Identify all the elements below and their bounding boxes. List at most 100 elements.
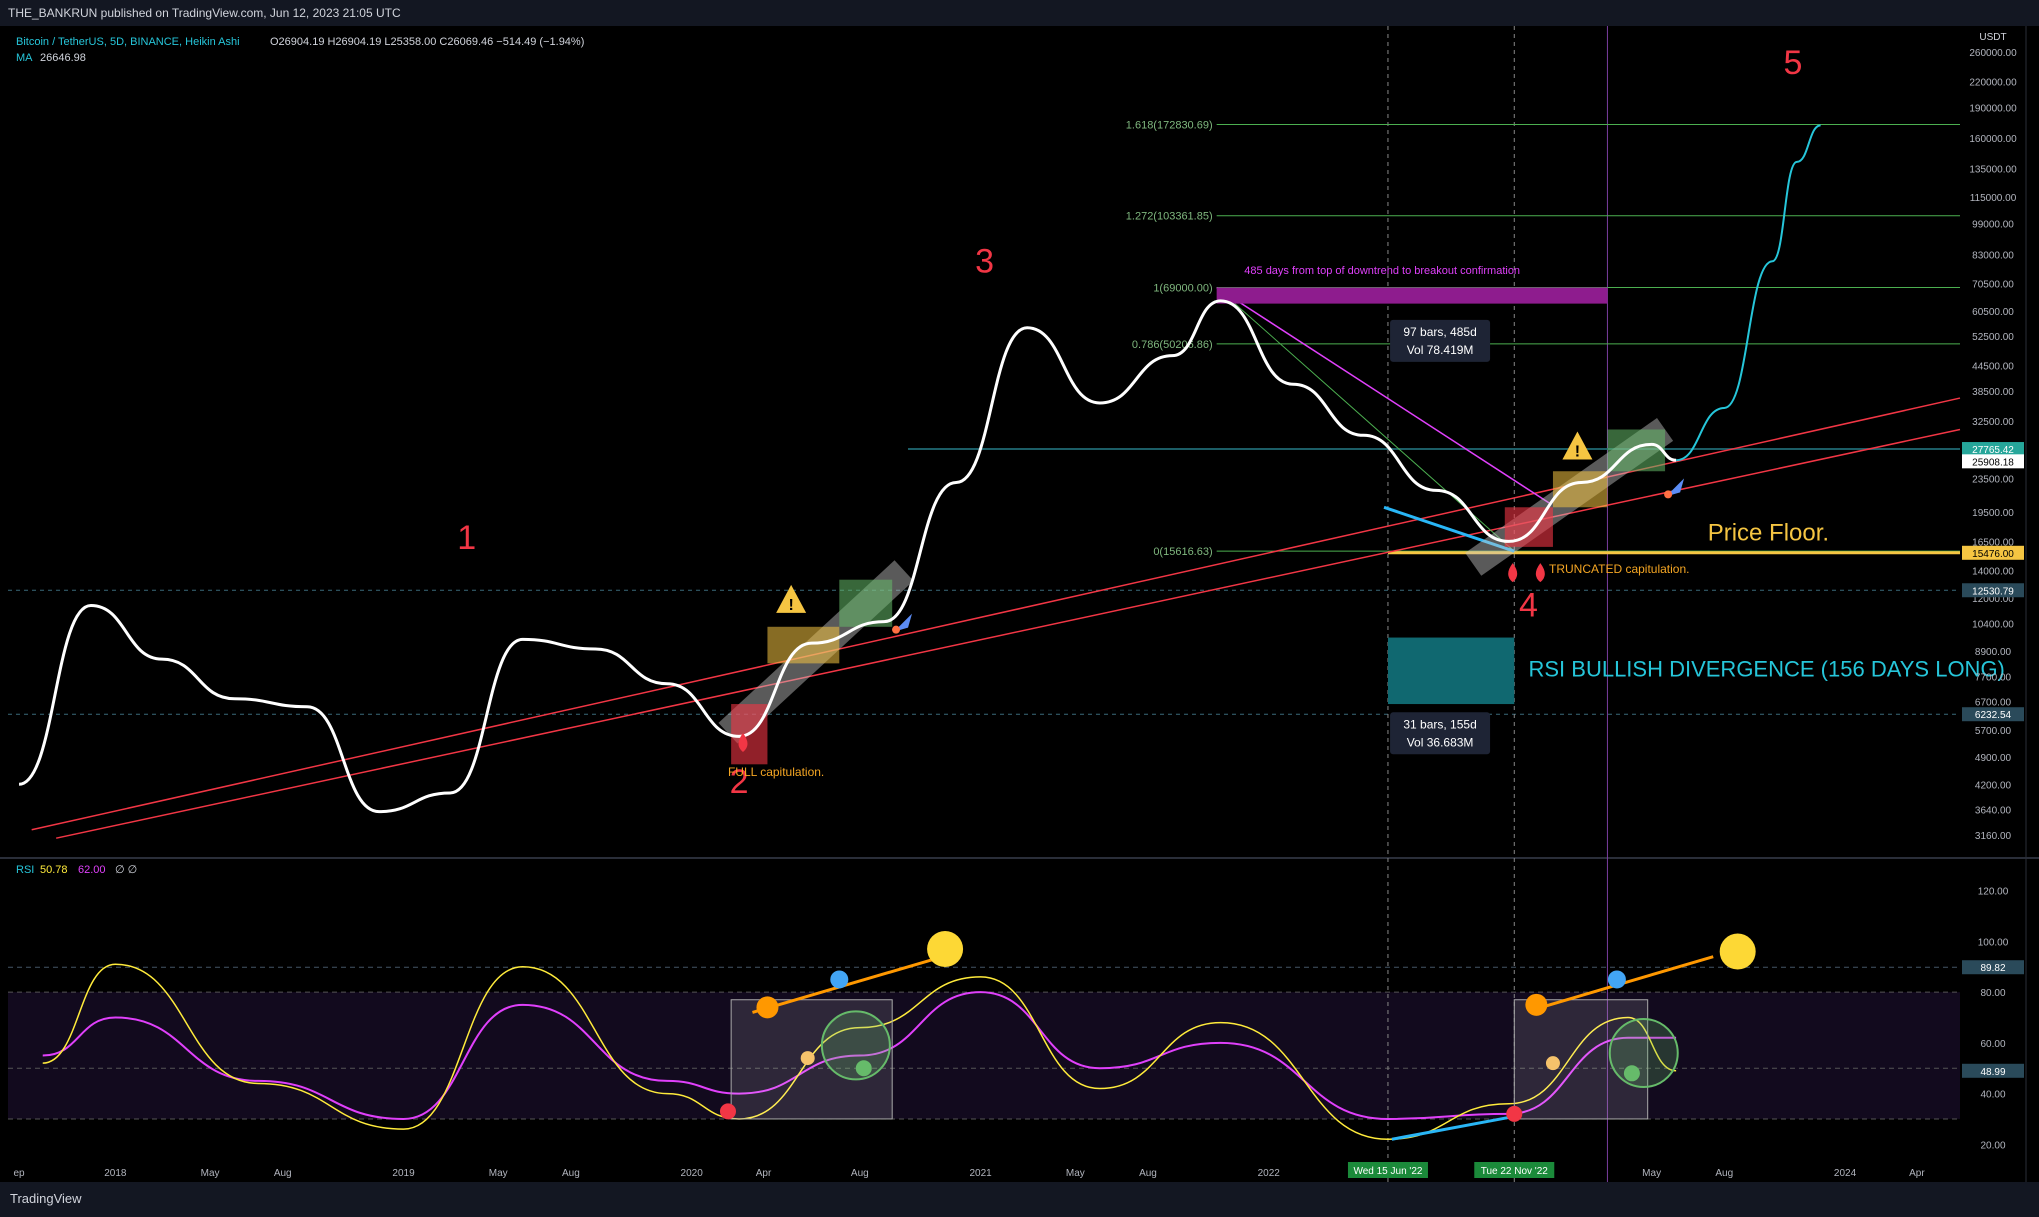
blood-drop-icon [1535,563,1545,583]
price-tick-label: 99000.00 [1972,219,2014,230]
tradingview-logo[interactable]: TradingView [10,1191,82,1206]
price-tag-label: 15476.00 [1972,549,2014,560]
range-info-box-2-bg [1390,712,1491,755]
blood-drop-icon [1508,563,1518,583]
price-tag-bg [1962,442,2024,457]
rsi-marker-dot [1623,1065,1640,1082]
rsi-tag-label: 48.99 [1980,1067,2005,1078]
publisher-bar: THE_BANKRUN published on TradingView.com… [0,0,2039,26]
price-tag-bg [1962,583,2024,598]
rsi-tag-bg [1962,1063,2024,1078]
chart-area[interactable]: 1.618(172830.69) 1.272(103361.85) 1(69000.… [0,26,2039,1182]
ma-legend-label[interactable]: MA [16,52,33,64]
price-tick-label: 260000.00 [1969,48,2017,59]
price-series-line [18,299,1677,814]
time-tick-label: 2021 [969,1168,992,1179]
time-tick-label: 2018 [104,1168,127,1179]
rsi-trend-line [752,950,961,1014]
price-floor-label: Price Floor. [1708,519,1829,546]
truncated-capitulation-label: TRUNCATED capitulation. [1549,562,1689,576]
projection-series-line [1675,124,1821,462]
wave-label: 4 [1519,587,1538,625]
wave-label: 5 [1783,44,1802,82]
price-tick-label: 60500.00 [1972,307,2014,318]
warning-icon [1562,431,1593,460]
rsi-extra-legend: ∅ ∅ [115,864,137,876]
price-tick-label: 10400.00 [1972,619,2014,630]
rsi-marker-dot [1545,1056,1560,1071]
rsi-tag-label: 89.82 [1980,963,2005,974]
price-tick-label: 19500.00 [1972,508,2014,519]
range-info-box-bg [1390,319,1491,362]
trend-line-lower [55,428,1961,839]
time-tick-label: 2024 [1834,1168,1857,1179]
price-tick-label: 23500.00 [1972,475,2014,486]
price-tick-label: 6700.00 [1975,697,2012,708]
rsi-series-line [42,963,1677,1140]
date-highlight-label: Tue 22 Nov '22 [1481,1166,1549,1177]
time-tick-label: 2022 [1258,1168,1281,1179]
fib-level-label: 0(15616.63) [1153,546,1212,558]
time-tick-label: 2020 [681,1168,704,1179]
time-tick-label: May [489,1168,508,1179]
divergence-range-box [1387,637,1515,705]
time-tick-label: Aug [851,1168,869,1179]
duration-note-label: 485 days from top of downtrend to breako… [1244,265,1520,277]
rsi-marker-dot [719,1103,736,1120]
price-tick-label: 3160.00 [1975,831,2012,842]
fib-level-label: 1.618(172830.69) [1126,119,1213,131]
price-tick-label: 5700.00 [1975,726,2012,737]
time-tick-label: May [1066,1168,1085,1179]
rocket-flame [1664,490,1673,499]
time-tick-label: 2019 [392,1168,415,1179]
wave-label: 3 [975,243,994,281]
price-tick-label: 8900.00 [1975,647,2012,658]
warning-icon [776,584,807,613]
price-tick-label: 52500.00 [1972,332,2014,343]
wave-label: 1 [457,519,476,557]
rsi-ma-series-line [42,991,1677,1120]
date-highlight-bg [1347,1162,1428,1178]
footer-bar: TradingView [0,1182,2039,1217]
blood-drop-icon [738,732,748,752]
price-tick-label: 4900.00 [1975,753,2012,764]
price-tick-label: 3640.00 [1975,806,2012,817]
rsi-divergence-label: RSI BULLISH DIVERGENCE (156 DAYS LONG) [1528,657,2004,682]
price-tag-label: 25908.18 [1972,457,2014,468]
fib-level-label: 0.786(50206.86) [1132,339,1213,351]
rsi-band [8,992,1960,1119]
fib-level-label: 1(69000.00) [1153,282,1212,294]
rsi-highlight-box [1513,999,1649,1120]
downtrend-line [1216,286,1550,504]
wave-label: 2 [730,763,749,801]
rsi-marker-dot [1719,933,1756,970]
range-info-box-line2: Vol 78.419M [1407,343,1474,357]
rsi-tick-label: 40.00 [1980,1090,2005,1101]
range-info-box-2-line2: Vol 36.683M [1407,735,1474,749]
warning-icon-mark: ! [1575,444,1580,461]
price-tick-label: 70500.00 [1972,280,2014,291]
price-tick-label: 44500.00 [1972,361,2014,372]
time-tick-label: ep [13,1168,25,1179]
time-tick-label: Aug [1715,1168,1733,1179]
rsi-marker-dot [1607,970,1626,989]
price-tick-label: 4200.00 [1975,780,2012,791]
price-tick-label: 38500.00 [1972,387,2014,398]
rsi-tag-bg [1962,960,2024,975]
price-tag-label: 12530.79 [1972,586,2014,597]
price-tag-label: 6232.54 [1975,710,2012,721]
symbol-legend[interactable]: Bitcoin / TetherUS, 5D, BINANCE, Heikin … [16,36,240,48]
rsi-tick-label: 100.00 [1978,937,2009,948]
rsi-divergence-line [1391,1114,1515,1141]
rsi-marker-dot [800,1051,815,1066]
price-tick-label: 14000.00 [1972,567,2014,578]
rsi-tick-label: 120.00 [1978,887,2009,898]
confirm-box-2020 [839,579,893,627]
time-tick-label: Aug [1139,1168,1157,1179]
time-tick-label: Apr [756,1168,772,1179]
time-tick-label: Aug [274,1168,292,1179]
rsi-legend-label[interactable]: RSI [16,864,34,876]
time-tick-label: Aug [562,1168,580,1179]
price-tick-label: 7700.00 [1975,673,2012,684]
currency-label: USDT [1979,32,2006,43]
